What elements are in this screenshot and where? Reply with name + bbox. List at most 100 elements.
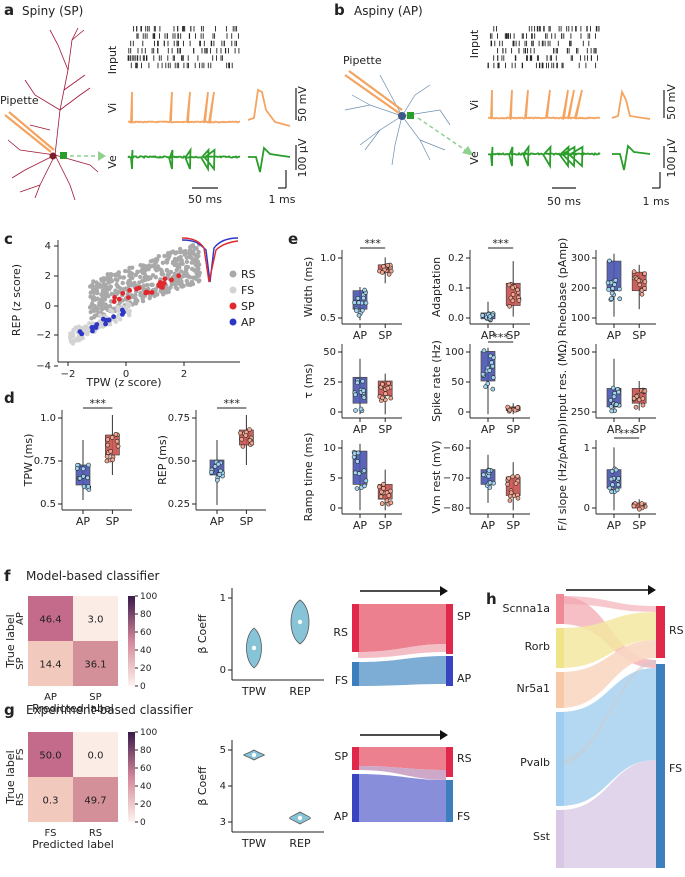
- rs-point: [135, 269, 140, 275]
- rs-point: [91, 290, 97, 296]
- rs-point: [179, 284, 184, 289]
- significance-marker: ***: [492, 237, 509, 250]
- rs-point: [184, 259, 190, 264]
- colorbar-tick: 80: [140, 610, 152, 620]
- ytick: 1.0: [320, 253, 336, 264]
- scale-50mv-b: 50 mV: [665, 84, 678, 120]
- xtick: AP: [607, 329, 622, 342]
- xtick: AP: [210, 515, 225, 528]
- xtick: SP: [378, 519, 392, 532]
- rs-point: [92, 313, 98, 318]
- rs-point: [185, 282, 190, 287]
- fs-point: [85, 332, 90, 337]
- data-point: [640, 402, 646, 408]
- ve-spike-zoom: [248, 146, 291, 173]
- matrix-xlabel: Predicted label: [32, 702, 114, 715]
- data-point: [243, 433, 248, 438]
- matrix-xlabel: Predicted label: [32, 838, 114, 851]
- fs-point: [87, 321, 92, 326]
- data-point: [77, 475, 83, 481]
- fs-point: [70, 341, 76, 346]
- rs-point: [150, 273, 156, 278]
- rs-point: [94, 280, 99, 285]
- panel-b-title: Aspiny (AP): [354, 4, 423, 18]
- fs-point: [68, 333, 73, 338]
- data-point: [633, 404, 639, 410]
- ve-label: Ve: [106, 155, 119, 169]
- tpw-rep-scatter: [68, 242, 202, 346]
- data-point: [515, 495, 521, 501]
- ylabel: Spike rate (Hz): [430, 340, 443, 422]
- rs-point: [114, 291, 120, 296]
- panel-letter-e: e: [288, 230, 298, 248]
- ylabel: REP (ms): [156, 435, 169, 485]
- data-point: [388, 500, 394, 506]
- xtick: SP: [506, 423, 520, 436]
- scale-50ms-b: 50 ms: [547, 195, 581, 208]
- scale-100uv-b: 100 μV: [665, 138, 678, 177]
- data-point: [637, 282, 643, 288]
- data-point: [354, 308, 359, 313]
- ytick: 0.50: [168, 456, 190, 467]
- matrix-ylabel: True label: [4, 614, 17, 668]
- data-point: [356, 300, 362, 306]
- rs-point: [149, 282, 154, 287]
- data-point: [386, 271, 392, 277]
- rs-point: [197, 278, 202, 283]
- ytick: 0: [584, 503, 590, 514]
- colorbar-tick: 100: [140, 592, 157, 602]
- panel-letter-f: f: [4, 567, 11, 585]
- rs-point: [173, 285, 178, 290]
- ytick: 0.75: [34, 456, 56, 467]
- data-point: [481, 348, 487, 354]
- aspiny-neuron-drawing: [344, 74, 451, 166]
- xtick: SP: [106, 515, 120, 528]
- sankey-right-label: RS: [457, 752, 472, 765]
- data-point: [642, 279, 648, 285]
- data-point: [615, 482, 621, 488]
- matrix-cell: [73, 641, 118, 686]
- data-point: [362, 483, 367, 489]
- data-point: [607, 485, 613, 491]
- ytick: 1.0: [40, 413, 56, 424]
- panel-a: a Spiny (SP) Pipette Input Vi Ve: [0, 1, 309, 206]
- ylabel: τ (ms): [302, 363, 315, 398]
- rs-point: [154, 257, 160, 262]
- violin-ytick: 0: [220, 665, 226, 676]
- violin-ytick: 1: [220, 593, 226, 604]
- rs-point: [177, 246, 183, 252]
- ap-point: [103, 321, 108, 327]
- data-point: [613, 277, 618, 283]
- xtick: SP: [632, 329, 646, 342]
- matrix-cell: [28, 641, 73, 686]
- legend-label: FS: [241, 284, 254, 297]
- h-left-label: Nr5a1: [517, 682, 551, 695]
- panel-letter-a: a: [4, 1, 14, 19]
- rs-point: [173, 282, 178, 287]
- data-point: [505, 481, 510, 487]
- ve-trace: [127, 146, 241, 173]
- rs-point: [138, 274, 143, 280]
- xtick: AP: [607, 423, 622, 436]
- data-point: [507, 498, 513, 503]
- rs-point: [170, 249, 176, 254]
- h-left-label: Scnna1a: [503, 602, 550, 615]
- violin-ylabel: β Coeff: [196, 766, 209, 806]
- data-point: [385, 262, 391, 268]
- fs-point: [71, 327, 76, 333]
- data-point: [614, 402, 619, 407]
- rs-point: [117, 275, 123, 280]
- rs-point: [160, 260, 166, 265]
- rs-point: [137, 280, 142, 285]
- data-point: [385, 385, 391, 391]
- violin-ytick: 5: [220, 745, 226, 756]
- ylabel: Ramp time (ms): [302, 433, 315, 522]
- panel-c-axes: −2 0 2 −4 −2 0 2 4: [36, 241, 187, 380]
- ytick: 0: [330, 503, 336, 514]
- data-point: [616, 389, 621, 395]
- data-point: [355, 459, 360, 464]
- sp-point: [169, 277, 174, 283]
- rs-point: [149, 264, 154, 269]
- data-point: [610, 385, 616, 391]
